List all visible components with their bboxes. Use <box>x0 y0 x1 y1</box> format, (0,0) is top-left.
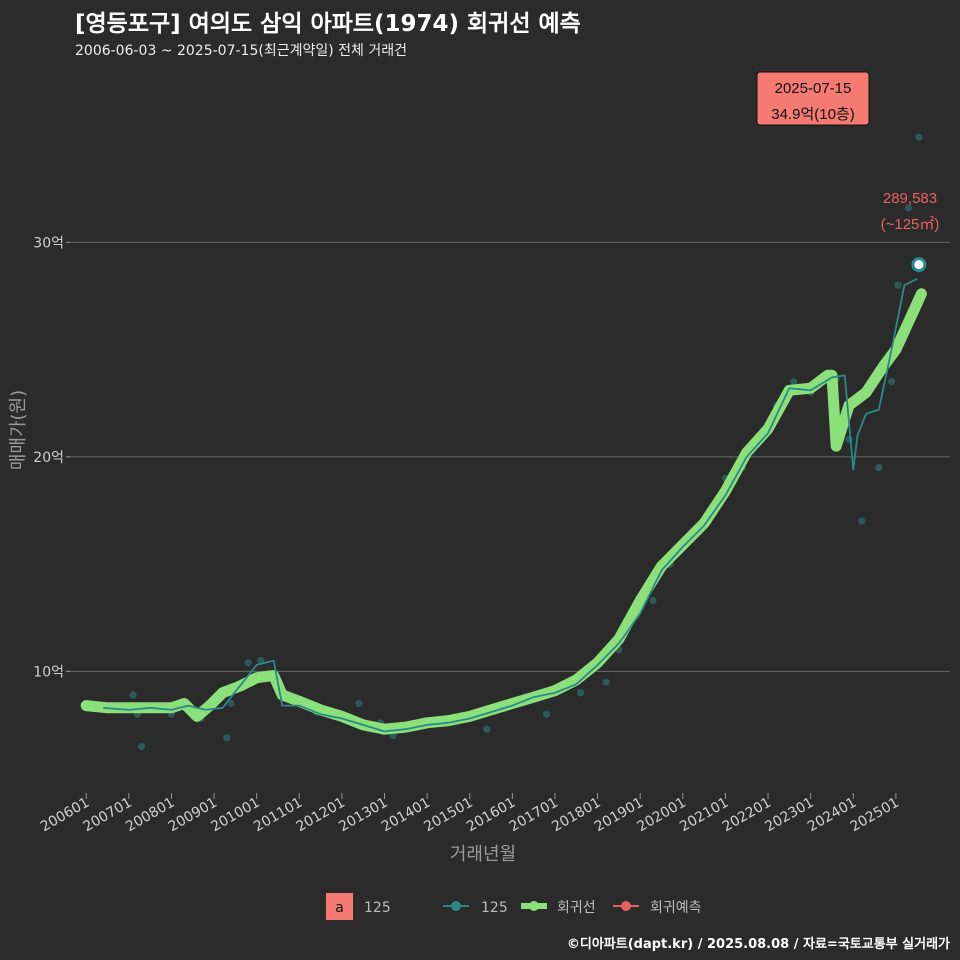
trade-point <box>542 710 551 718</box>
trade-point <box>894 281 902 289</box>
legend-a-key-text: a <box>335 900 344 916</box>
y-gridlines <box>70 241 950 672</box>
regression-line <box>80 288 927 735</box>
y-tick-label: 20억 <box>33 450 64 466</box>
trade-point <box>790 378 798 386</box>
chart-title: [영등포구] 여의도 삼익 아파트(1974) 회귀선 예측 <box>75 11 581 37</box>
plot-area <box>80 133 927 750</box>
legend-125-label: 125 <box>481 900 508 916</box>
latest-trade-annotation: 2025-07-15 34.9억(10층) <box>756 71 870 126</box>
legend-forecast-dot-icon <box>621 901 631 911</box>
series-125-line <box>103 277 918 733</box>
x-axis-title: 거래년월 <box>450 844 516 865</box>
trade-point <box>888 378 896 386</box>
annotation-date: 2025-07-15 <box>775 80 852 97</box>
y-axis-title: 매매가(원) <box>8 390 29 470</box>
trade-point <box>129 691 137 699</box>
trade-point <box>875 463 883 472</box>
legend-125-dot-icon <box>451 901 461 911</box>
source-credit: ©디아파트(dapt.kr) / 2025.08.08 / 자료=국토교통부 실… <box>566 937 950 952</box>
trade-point <box>223 734 231 742</box>
x-tick-label: 202501 <box>848 795 902 836</box>
y-tick-label: 10억 <box>33 664 64 680</box>
forecast-area-label: (~125㎡) <box>881 216 940 233</box>
legend-regression-label: 회귀선 <box>557 900 596 916</box>
x-axis-ticks: 2006012007012008012009012010012011012012… <box>38 793 902 835</box>
chart-subtitle: 2006-06-03 ~ 2025-07-15(최근계약일) 전체 거래건 <box>75 43 407 59</box>
legend-forecast-label: 회귀예측 <box>650 900 702 916</box>
y-tick-label: 30억 <box>33 235 64 251</box>
forecast-point <box>911 257 927 273</box>
legend-a-label: 125 <box>364 900 391 916</box>
legend: a 125 125 회귀선 회귀예측 <box>326 893 702 920</box>
annotation-box <box>756 71 870 126</box>
trade-point <box>602 678 610 686</box>
trade-point <box>649 596 657 605</box>
trade-point <box>905 204 913 212</box>
trade-point <box>355 699 363 708</box>
trade-point <box>915 133 923 141</box>
legend-regression-dot-icon <box>529 901 539 911</box>
trade-point <box>244 659 252 667</box>
trade-point <box>858 517 866 525</box>
trade-point <box>137 742 146 750</box>
legend-a-key <box>326 893 353 920</box>
annotation-price: 34.9억(10층) <box>771 106 854 123</box>
trade-point <box>483 725 491 733</box>
trade-point <box>257 656 265 665</box>
trade-point <box>576 689 585 697</box>
y-axis-ticks: 10억 20억 30억 <box>33 235 70 680</box>
trade-point <box>227 699 235 708</box>
forecast-value-label: 289,583 <box>883 190 937 207</box>
